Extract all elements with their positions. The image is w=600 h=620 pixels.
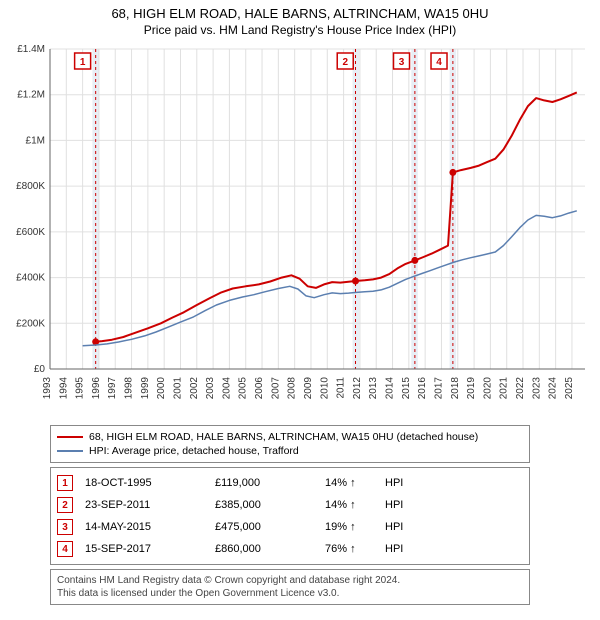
sale-suffix: HPI [385, 477, 435, 489]
svg-text:£0: £0 [34, 364, 46, 375]
svg-text:1999: 1999 [140, 377, 151, 400]
svg-text:1994: 1994 [58, 377, 69, 400]
sale-marker: 3 [57, 519, 73, 535]
svg-text:2023: 2023 [531, 377, 542, 400]
legend-swatch-1 [57, 436, 83, 438]
svg-text:2024: 2024 [548, 377, 559, 400]
legend-swatch-2 [57, 450, 83, 452]
sale-row: 1 18-OCT-1995 £119,000 14% ↑ HPI [57, 472, 523, 494]
sale-pct: 19% ↑ [325, 521, 385, 533]
svg-text:£800K: £800K [16, 181, 45, 192]
legend-box: 68, HIGH ELM ROAD, HALE BARNS, ALTRINCHA… [50, 425, 530, 463]
svg-text:1: 1 [80, 57, 86, 68]
sales-table: 1 18-OCT-1995 £119,000 14% ↑ HPI 2 23-SE… [50, 467, 530, 565]
svg-text:2025: 2025 [564, 377, 575, 400]
chart-svg: £0 £200K £400K £600K £800K £1M £1.2M £1.4M 1993 1… [0, 39, 600, 419]
svg-text:£1.2M: £1.2M [17, 90, 45, 101]
sale-date: 23-SEP-2011 [85, 499, 215, 511]
svg-text:2009: 2009 [303, 377, 314, 400]
svg-text:2013: 2013 [368, 377, 379, 400]
legend-label-2: HPI: Average price, detached house, Traf… [89, 445, 299, 457]
sale-pct: 76% ↑ [325, 543, 385, 555]
sale-price: £860,000 [215, 543, 325, 555]
svg-text:2004: 2004 [221, 377, 232, 400]
sale-pct: 14% ↑ [325, 499, 385, 511]
svg-text:2000: 2000 [156, 377, 167, 400]
footer-line-1: Contains HM Land Registry data © Crown c… [57, 574, 523, 587]
legend-row-1: 68, HIGH ELM ROAD, HALE BARNS, ALTRINCHA… [57, 430, 523, 444]
svg-text:2011: 2011 [336, 377, 347, 399]
sale-price: £385,000 [215, 499, 325, 511]
svg-text:2016: 2016 [417, 377, 428, 400]
svg-text:2012: 2012 [352, 377, 363, 400]
svg-text:£1.4M: £1.4M [17, 44, 45, 55]
svg-text:1996: 1996 [91, 377, 102, 400]
svg-text:4: 4 [436, 57, 442, 68]
footer-box: Contains HM Land Registry data © Crown c… [50, 569, 530, 605]
svg-text:2017: 2017 [433, 377, 444, 400]
page-container: 68, HIGH ELM ROAD, HALE BARNS, ALTRINCHA… [0, 0, 600, 605]
sale-suffix: HPI [385, 543, 435, 555]
svg-text:2008: 2008 [287, 377, 298, 400]
svg-text:2021: 2021 [499, 377, 510, 400]
title-main: 68, HIGH ELM ROAD, HALE BARNS, ALTRINCHA… [10, 6, 590, 21]
sale-suffix: HPI [385, 499, 435, 511]
sale-pct: 14% ↑ [325, 477, 385, 489]
sale-date: 14-MAY-2015 [85, 521, 215, 533]
svg-text:£200K: £200K [16, 318, 45, 329]
sale-price: £475,000 [215, 521, 325, 533]
svg-text:2007: 2007 [270, 377, 281, 400]
svg-text:2003: 2003 [205, 377, 216, 400]
svg-text:2014: 2014 [385, 377, 396, 400]
sale-suffix: HPI [385, 521, 435, 533]
svg-text:2015: 2015 [401, 377, 412, 400]
svg-text:2002: 2002 [189, 377, 200, 400]
sale-row: 4 15-SEP-2017 £860,000 76% ↑ HPI [57, 538, 523, 560]
svg-text:£600K: £600K [16, 227, 45, 238]
footer-line-2: This data is licensed under the Open Gov… [57, 587, 523, 600]
svg-text:3: 3 [399, 57, 405, 68]
sale-price: £119,000 [215, 477, 325, 489]
svg-text:2018: 2018 [450, 377, 461, 400]
svg-text:2001: 2001 [172, 377, 183, 400]
sale-row: 3 14-MAY-2015 £475,000 19% ↑ HPI [57, 516, 523, 538]
svg-text:1995: 1995 [75, 377, 86, 400]
sale-marker: 1 [57, 475, 73, 491]
chart-area: £0 £200K £400K £600K £800K £1M £1.2M £1.4M 1993 1… [0, 39, 600, 419]
sale-date: 15-SEP-2017 [85, 543, 215, 555]
sale-date: 18-OCT-1995 [85, 477, 215, 489]
svg-text:2020: 2020 [482, 377, 493, 400]
svg-text:2: 2 [342, 57, 348, 68]
svg-text:1997: 1997 [107, 377, 118, 400]
svg-text:£1M: £1M [26, 135, 45, 146]
svg-text:1998: 1998 [124, 377, 135, 400]
svg-text:£400K: £400K [16, 273, 45, 284]
sale-marker: 4 [57, 541, 73, 557]
svg-text:1993: 1993 [42, 377, 53, 400]
svg-text:2006: 2006 [254, 377, 265, 400]
svg-text:2019: 2019 [466, 377, 477, 400]
svg-text:2010: 2010 [319, 377, 330, 400]
legend-row-2: HPI: Average price, detached house, Traf… [57, 444, 523, 458]
sale-marker: 2 [57, 497, 73, 513]
svg-text:2022: 2022 [515, 377, 526, 400]
titles-block: 68, HIGH ELM ROAD, HALE BARNS, ALTRINCHA… [0, 0, 600, 39]
sale-row: 2 23-SEP-2011 £385,000 14% ↑ HPI [57, 494, 523, 516]
legend-label-1: 68, HIGH ELM ROAD, HALE BARNS, ALTRINCHA… [89, 431, 478, 443]
svg-text:2005: 2005 [238, 377, 249, 400]
title-sub: Price paid vs. HM Land Registry's House … [10, 23, 590, 37]
